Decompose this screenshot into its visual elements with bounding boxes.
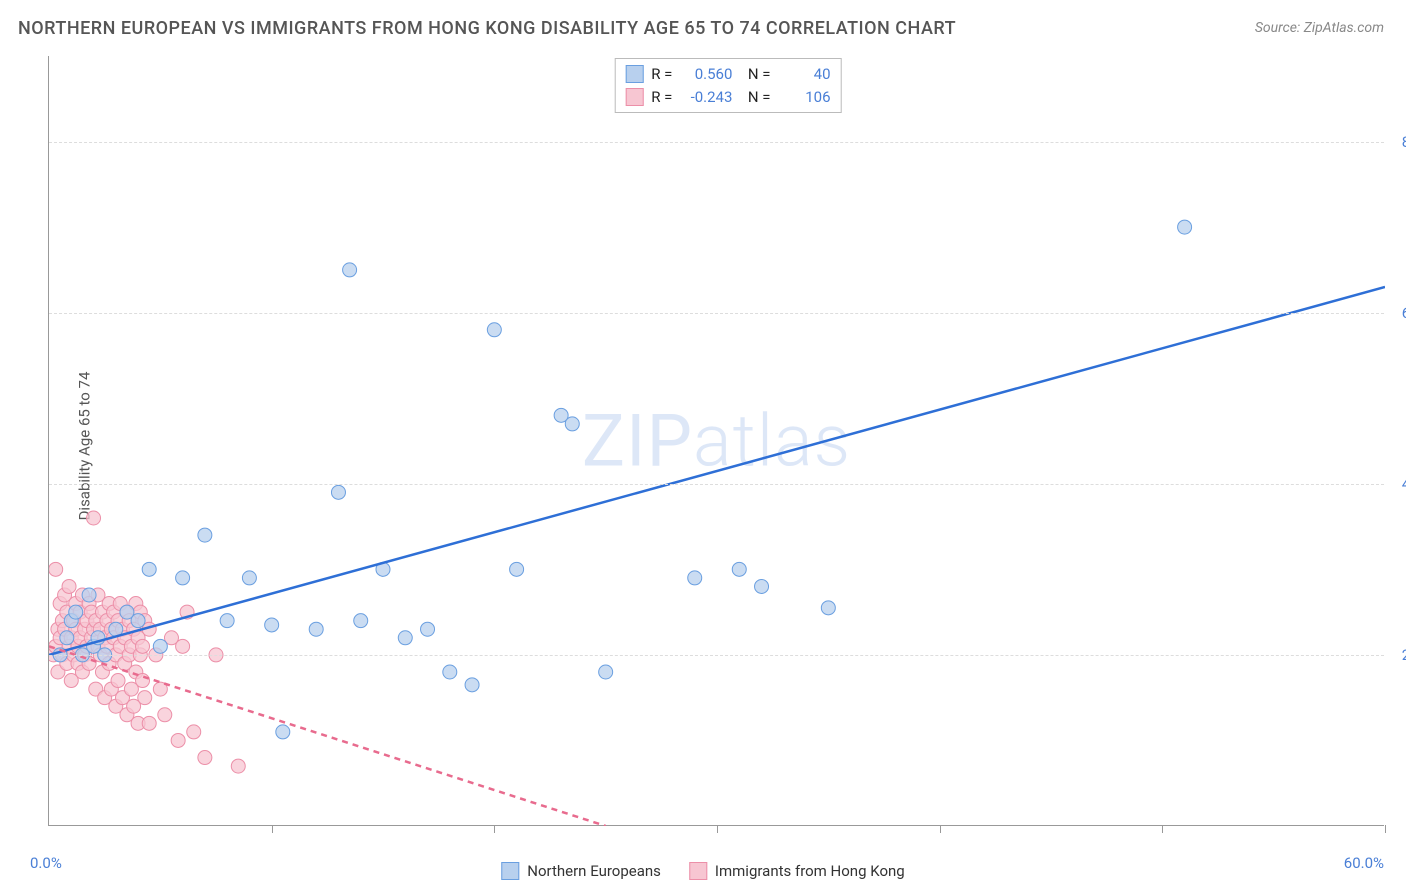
data-point xyxy=(69,605,83,619)
x-tick xyxy=(940,825,941,833)
x-tick xyxy=(272,825,273,833)
data-point xyxy=(510,562,524,576)
y-tick-label: 60.0% xyxy=(1392,304,1406,322)
trend-line xyxy=(49,646,606,826)
plot-area: ZIPatlas R = 0.560 N = 40 R = -0.243 N =… xyxy=(48,56,1384,826)
legend-swatch xyxy=(689,862,707,880)
data-point xyxy=(1178,220,1192,234)
data-point xyxy=(142,562,156,576)
x-tick xyxy=(717,825,718,833)
r-label: R = xyxy=(651,86,672,109)
x-tick xyxy=(1385,825,1386,833)
data-point xyxy=(158,708,172,722)
data-point xyxy=(265,618,279,632)
data-point xyxy=(187,725,201,739)
r-value: 0.560 xyxy=(680,63,732,86)
correlation-legend: R = 0.560 N = 40 R = -0.243 N = 106 xyxy=(614,58,841,113)
data-point xyxy=(276,725,290,739)
gridline xyxy=(49,313,1384,314)
data-point xyxy=(565,417,579,431)
x-origin-label: 0.0% xyxy=(30,854,62,872)
data-point xyxy=(755,579,769,593)
data-point xyxy=(87,511,101,525)
legend-swatch xyxy=(501,862,519,880)
n-label: N = xyxy=(740,63,770,86)
series-legend: Northern Europeans Immigrants from Hong … xyxy=(501,862,904,880)
trend-line xyxy=(49,287,1385,655)
x-tick xyxy=(494,825,495,833)
data-point xyxy=(176,571,190,585)
data-point xyxy=(153,639,167,653)
n-label: N = xyxy=(740,86,770,109)
data-point xyxy=(60,631,74,645)
n-value: 106 xyxy=(779,86,831,109)
legend-row-series-1: R = -0.243 N = 106 xyxy=(625,86,830,109)
legend-label: Northern Europeans xyxy=(527,862,661,880)
legend-swatch xyxy=(625,88,643,106)
data-point xyxy=(136,639,150,653)
data-point xyxy=(343,263,357,277)
data-point xyxy=(331,485,345,499)
data-point xyxy=(82,588,96,602)
data-point xyxy=(62,579,76,593)
data-point xyxy=(732,562,746,576)
data-point xyxy=(443,665,457,679)
data-point xyxy=(49,562,63,576)
data-point xyxy=(821,601,835,615)
gridline xyxy=(49,484,1384,485)
data-point xyxy=(242,571,256,585)
data-point xyxy=(688,571,702,585)
data-point xyxy=(599,665,613,679)
data-point xyxy=(176,639,190,653)
data-point xyxy=(198,751,212,765)
x-end-label: 60.0% xyxy=(1344,854,1384,872)
data-point xyxy=(309,622,323,636)
data-point xyxy=(138,691,152,705)
data-point xyxy=(111,674,125,688)
gridline xyxy=(49,142,1384,143)
y-tick-label: 40.0% xyxy=(1392,475,1406,493)
data-point xyxy=(171,733,185,747)
data-point xyxy=(421,622,435,636)
r-label: R = xyxy=(651,63,672,86)
legend-row-series-0: R = 0.560 N = 40 xyxy=(625,63,830,86)
legend-item: Immigrants from Hong Kong xyxy=(689,862,905,880)
legend-item: Northern Europeans xyxy=(501,862,661,880)
n-value: 40 xyxy=(779,63,831,86)
chart-title: NORTHERN EUROPEAN VS IMMIGRANTS FROM HON… xyxy=(18,18,956,39)
data-point xyxy=(231,759,245,773)
data-point xyxy=(220,614,234,628)
gridline xyxy=(49,655,1384,656)
x-tick xyxy=(1162,825,1163,833)
data-point xyxy=(198,528,212,542)
data-point xyxy=(465,678,479,692)
source-attribution: Source: ZipAtlas.com xyxy=(1255,20,1384,36)
scatter-chart xyxy=(49,56,1385,826)
legend-label: Immigrants from Hong Kong xyxy=(715,862,905,880)
data-point xyxy=(398,631,412,645)
r-value: -0.243 xyxy=(680,86,732,109)
data-point xyxy=(487,323,501,337)
data-point xyxy=(354,614,368,628)
y-tick-label: 20.0% xyxy=(1392,646,1406,664)
legend-swatch xyxy=(625,65,643,83)
data-point xyxy=(131,614,145,628)
y-tick-label: 80.0% xyxy=(1392,133,1406,151)
data-point xyxy=(142,716,156,730)
